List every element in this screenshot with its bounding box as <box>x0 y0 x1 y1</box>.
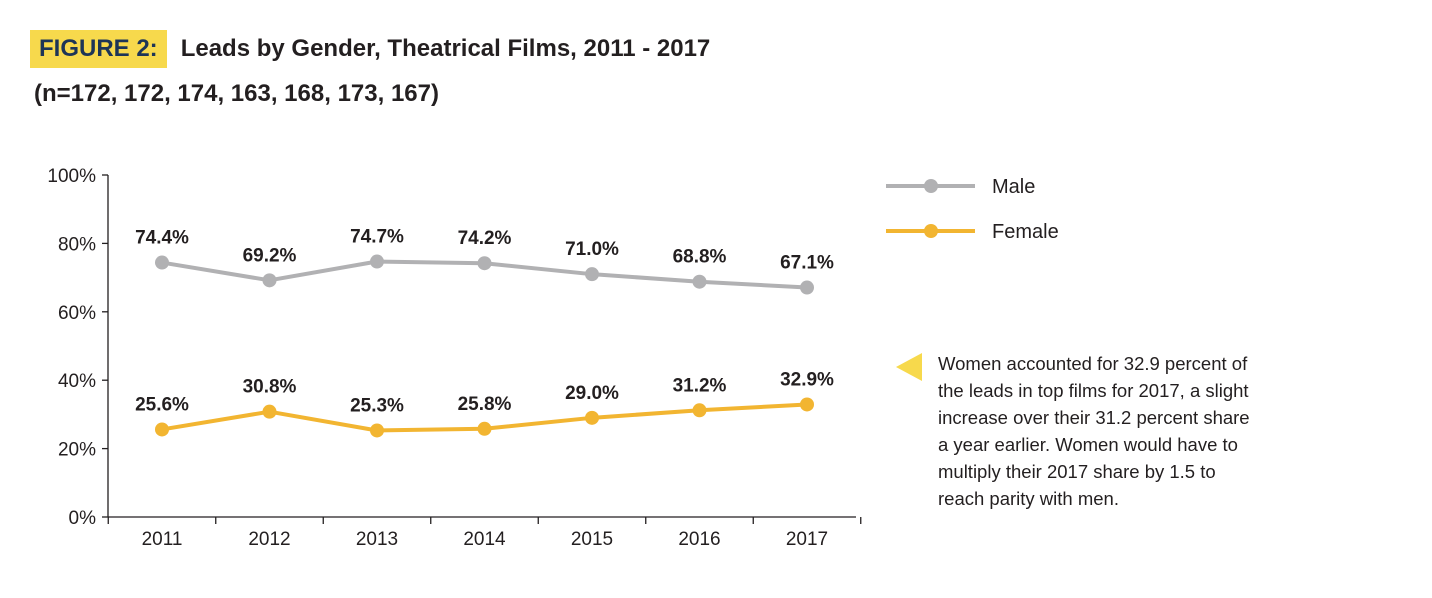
y-tick-label: 60% <box>58 303 96 324</box>
x-tick-label: 2012 <box>248 529 290 550</box>
figure-subtitle: (n=172, 172, 174, 163, 168, 173, 167) <box>34 80 439 107</box>
y-tick-label: 0% <box>69 508 97 529</box>
data-label-male: 74.7% <box>350 227 404 248</box>
data-label-male: 74.4% <box>135 228 189 249</box>
legend-marker-male <box>924 179 938 193</box>
data-point-female <box>692 403 707 418</box>
legend-label-female: Female <box>992 221 1059 243</box>
data-label-male: 69.2% <box>243 245 297 266</box>
data-label-female: 25.6% <box>135 394 189 415</box>
data-point-female <box>477 421 492 436</box>
data-label-female: 29.0% <box>565 383 619 404</box>
x-tick-label: 2011 <box>142 529 183 550</box>
data-label-male: 68.8% <box>673 247 727 268</box>
data-point-female <box>370 423 384 438</box>
data-point-female <box>262 404 277 419</box>
data-label-male: 67.1% <box>780 253 834 274</box>
data-point-male <box>262 273 277 288</box>
legend-marker-female <box>924 224 938 238</box>
y-tick-label: 20% <box>58 440 96 461</box>
y-tick-label: 80% <box>58 234 96 255</box>
data-label-female: 25.3% <box>350 395 404 416</box>
data-label-female: 30.8% <box>243 377 297 398</box>
data-point-male <box>585 267 599 282</box>
data-point-male <box>800 280 814 295</box>
data-label-female: 25.8% <box>458 394 512 415</box>
x-tick-label: 2014 <box>463 529 506 550</box>
data-point-male <box>692 274 707 289</box>
y-tick-label: 100% <box>47 166 96 187</box>
y-tick-label: 40% <box>58 371 96 392</box>
data-point-female <box>155 422 169 437</box>
figure-title: Leads by Gender, Theatrical Films, 2011 … <box>180 35 711 62</box>
figure-title-row: FIGURE 2: Leads by Gender, Theatrical Fi… <box>30 30 710 68</box>
legend-label-male: Male <box>992 176 1035 198</box>
data-point-male <box>370 254 384 269</box>
x-tick-label: 2013 <box>356 529 398 550</box>
data-label-male: 71.0% <box>565 239 619 260</box>
data-label-male: 74.2% <box>458 228 512 249</box>
x-tick-label: 2016 <box>678 529 720 550</box>
data-point-male <box>155 255 169 270</box>
data-point-female <box>585 410 599 425</box>
data-point-male <box>477 256 492 271</box>
data-label-female: 32.9% <box>780 369 834 390</box>
note-pointer-icon <box>896 353 922 381</box>
data-point-female <box>800 397 814 412</box>
data-label-female: 31.2% <box>673 375 727 396</box>
x-tick-label: 2017 <box>786 529 828 550</box>
chart-note: Women accounted for 32.9 percent of the … <box>938 353 1250 509</box>
figure-label: FIGURE 2: <box>30 30 167 68</box>
x-tick-label: 2015 <box>571 529 613 550</box>
